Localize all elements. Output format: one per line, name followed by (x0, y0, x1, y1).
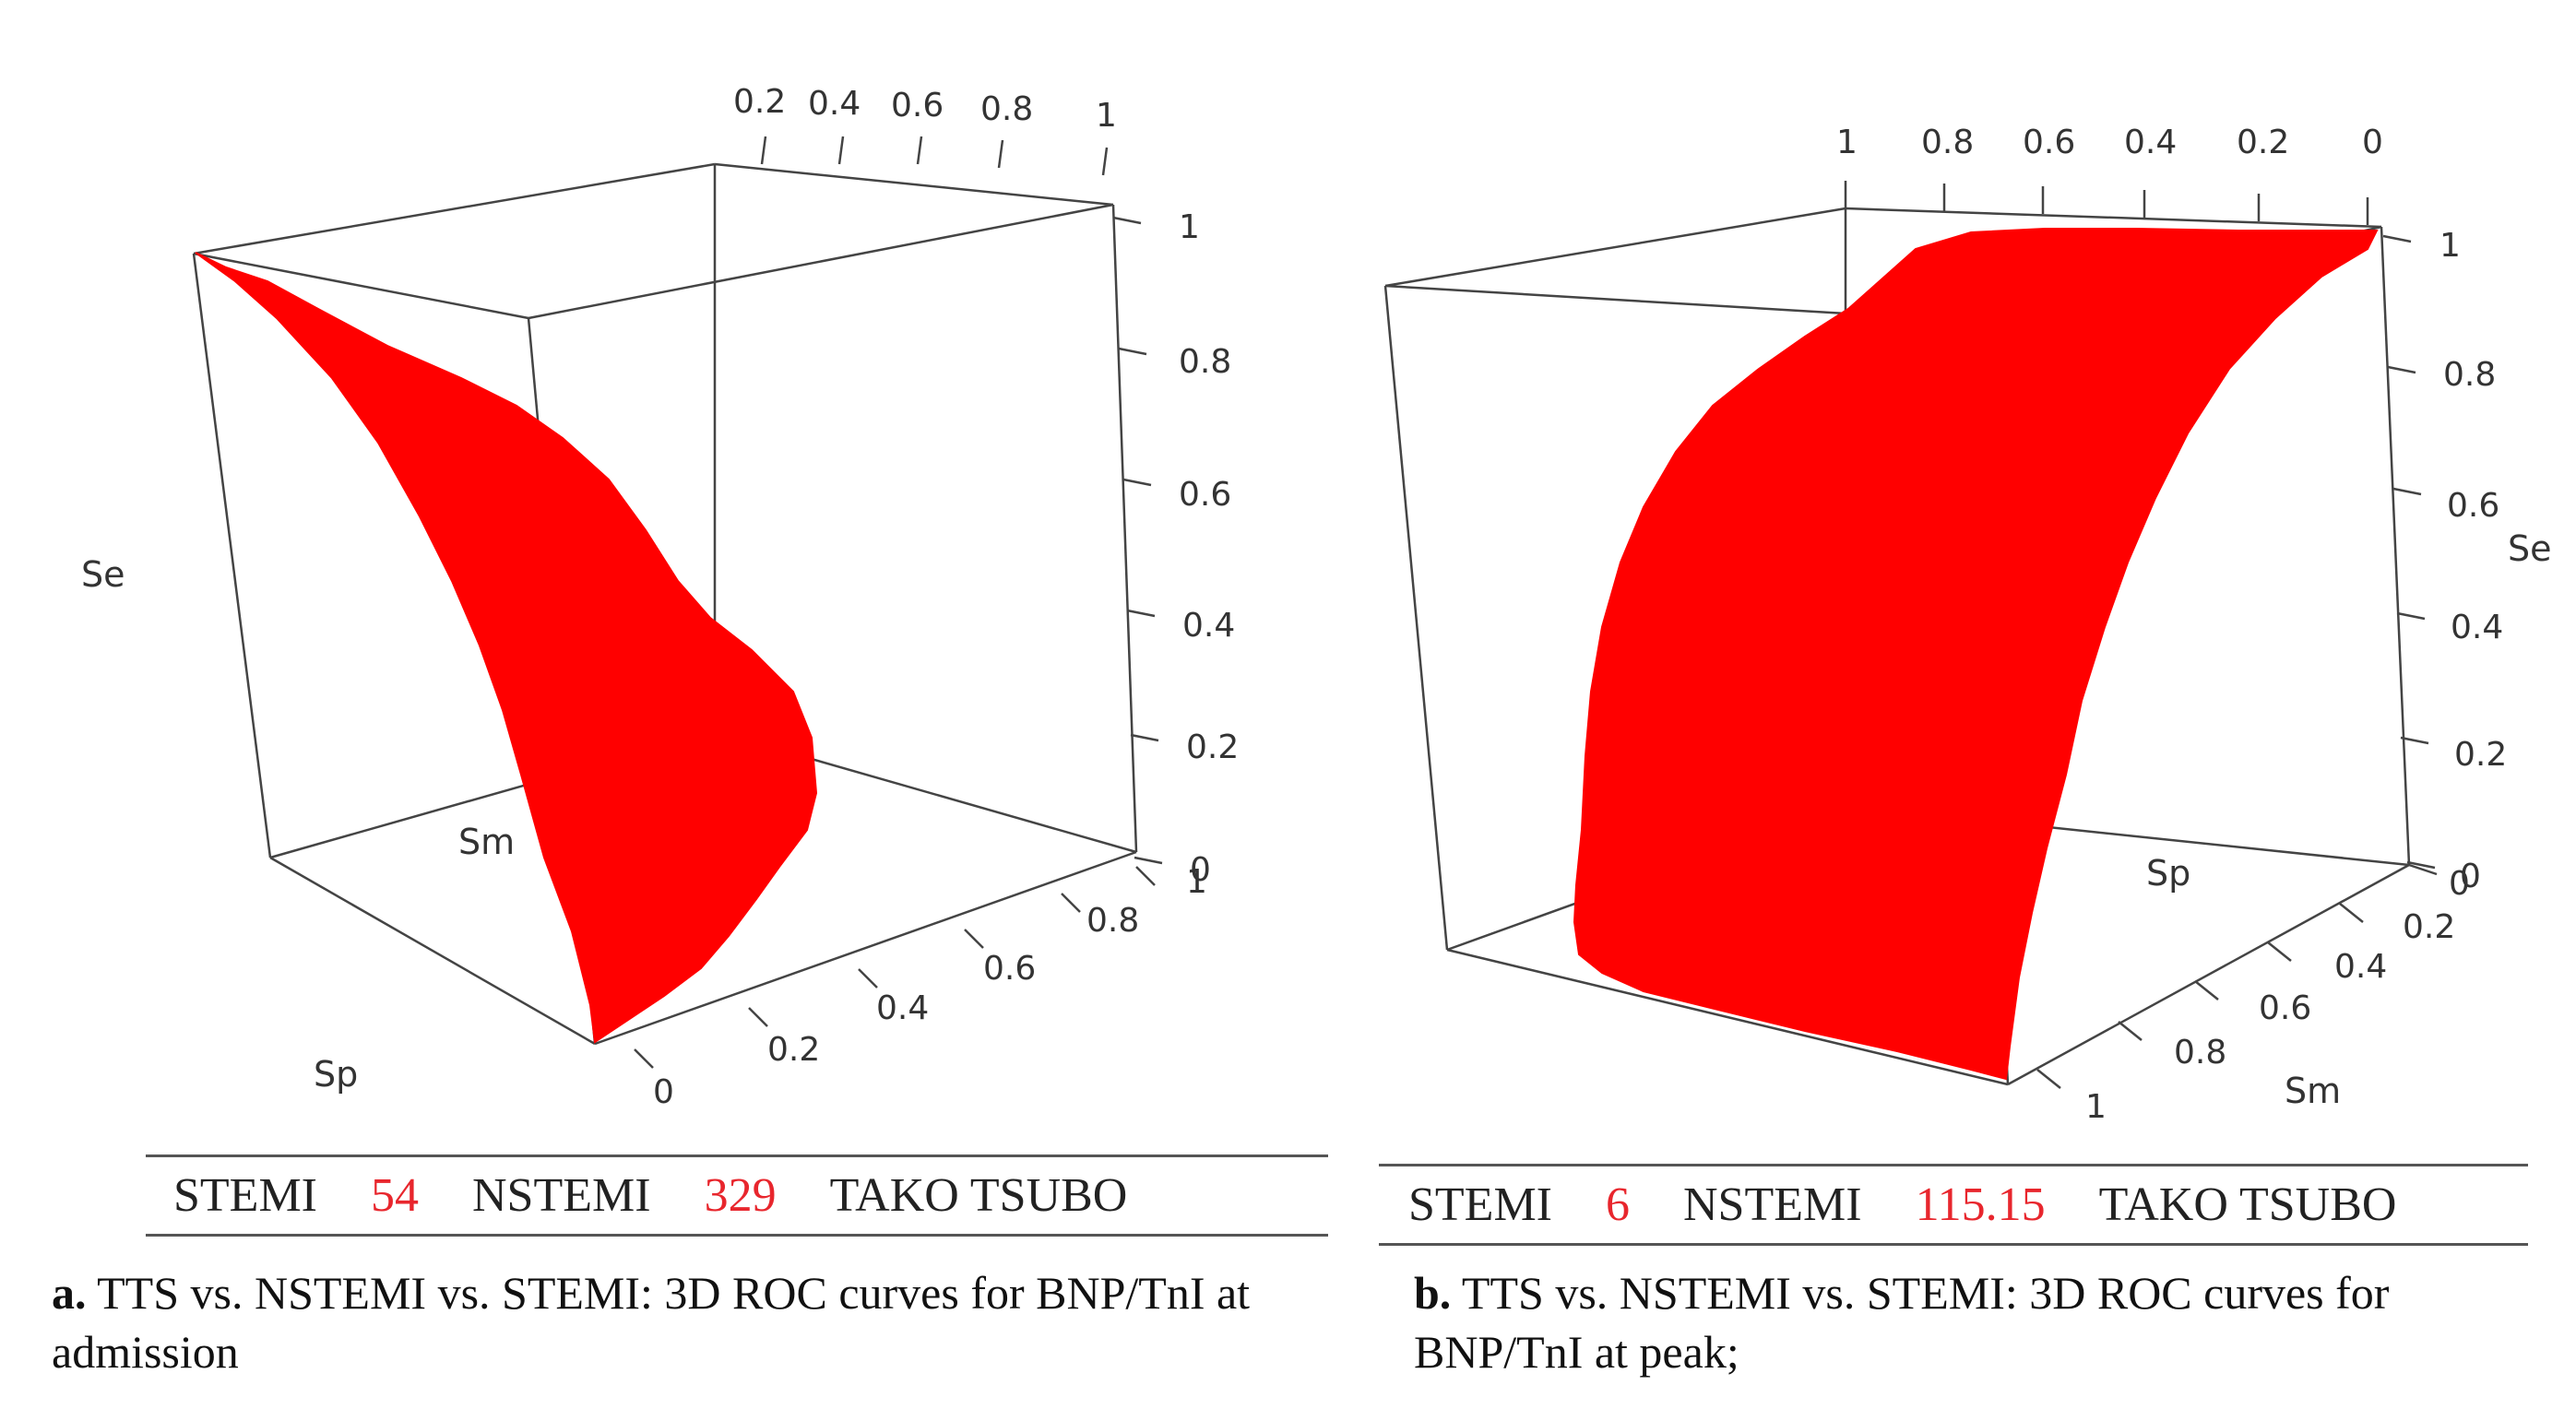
sm-axis-label: Sm (2285, 1071, 2341, 1111)
sp-tick-label: 0.8 (1921, 124, 1974, 161)
threshold-row-a: STEMI 54 NSTEMI 329 TAKO TSUBO (173, 1158, 1127, 1232)
threshold-value: 329 (704, 1168, 777, 1222)
se-tick-label: 0.4 (1182, 607, 1235, 645)
threshold-label: TAKO TSUBO (829, 1168, 1128, 1222)
sm-tick-label: 1 (1096, 97, 1117, 135)
threshold-rule-bottom-b (1379, 1243, 2528, 1246)
threshold-label: STEMI (173, 1168, 317, 1222)
sp-tick-label: 0.8 (1086, 902, 1139, 940)
se-axis-label: Se (81, 554, 125, 595)
sp-axis-label: Sp (2146, 853, 2190, 894)
threshold-row-b: STEMI 6 NSTEMI 115.15 TAKO TSUBO (1408, 1167, 2396, 1241)
sp-ticks-a: 0 0.2 0.4 0.6 0.8 1 (634, 863, 1207, 1111)
roc-surface-a (195, 252, 818, 1044)
se-tick-label: 0.8 (1179, 343, 1231, 381)
sm-tick-label: 0.2 (2403, 908, 2455, 946)
se-ticks-a: 1 0.8 0.6 0.4 0.2 0 (1112, 208, 1239, 889)
sp-tick-label: 0.6 (983, 950, 1036, 988)
sm-tick-label: 0.2 (733, 83, 786, 121)
se-tick-label: 0.6 (1179, 476, 1231, 514)
threshold-label: STEMI (1408, 1178, 1552, 1231)
se-tick-label: 0 (2460, 858, 2481, 895)
sm-tick-label: 0.8 (2174, 1034, 2226, 1072)
threshold-label: NSTEMI (1683, 1178, 1862, 1231)
threshold-rule-bottom-a (146, 1234, 1328, 1237)
se-tick-label: 0.4 (2451, 609, 2503, 646)
panel-label: b. (1414, 1267, 1452, 1319)
threshold-value: 115.15 (1915, 1178, 2046, 1231)
sp-ticks-b: 1 0.8 0.6 0.4 0.2 0 (1836, 124, 2383, 225)
sm-tick-label: 0 (2449, 865, 2470, 903)
panel-label: a. (52, 1267, 87, 1319)
threshold-value: 6 (1606, 1178, 1630, 1231)
se-tick-label: 0 (1190, 851, 1211, 889)
roc-3d-plot-b: 1 0.8 0.6 0.4 0.2 0 1 0.8 0.6 0.4 0.2 0 (1383, 124, 2552, 1126)
roc-3d-plot-a: 1 0.8 0.6 0.4 0.2 0 0.2 0.4 0.6 0.8 1 (81, 83, 1239, 1111)
chart-panel-b: 1 0.8 0.6 0.4 0.2 0 1 0.8 0.6 0.4 0.2 0 (1288, 0, 2576, 1409)
sm-axis-label: Sm (458, 822, 515, 862)
threshold-value: 54 (371, 1168, 419, 1222)
sm-tick-label: 0.6 (2259, 989, 2311, 1027)
threshold-label: NSTEMI (472, 1168, 651, 1222)
se-tick-label: 0.2 (2454, 736, 2507, 774)
sm-tick-label: 0.6 (891, 87, 944, 124)
sp-tick-label: 0 (653, 1073, 674, 1111)
se-tick-label: 1 (2439, 227, 2461, 265)
caption-text: TTS vs. NSTEMI vs. STEMI: 3D ROC curves … (52, 1267, 1251, 1378)
se-axis-label: Se (2508, 528, 2552, 569)
sp-tick-label: 0.2 (767, 1031, 820, 1069)
sp-tick-label: 0.6 (2023, 124, 2075, 161)
roc-surface-b (1573, 228, 2379, 1081)
chart-panel-a: 1 0.8 0.6 0.4 0.2 0 0.2 0.4 0.6 0.8 1 (52, 83, 1328, 1381)
sp-tick-label: 1 (1836, 124, 1858, 161)
threshold-label: TAKO TSUBO (2098, 1178, 2397, 1231)
sp-tick-label: 0.4 (876, 989, 929, 1027)
sm-tick-label: 0.8 (980, 90, 1033, 128)
sp-tick-label: 1 (1186, 863, 1207, 901)
sm-ticks-b: 0 0.2 0.4 0.6 0.8 1 (2036, 863, 2470, 1126)
sm-tick-label: 0.4 (808, 85, 861, 123)
sm-ticks-a: 0.2 0.4 0.6 0.8 1 (733, 83, 1117, 176)
se-tick-label: 0.8 (2443, 356, 2496, 394)
sp-tick-label: 0.2 (2237, 124, 2289, 161)
se-ticks-b: 1 0.8 0.6 0.4 0.2 0 (2382, 227, 2507, 895)
threshold-rule-top-b (1379, 1164, 2528, 1166)
se-tick-label: 0.2 (1186, 728, 1239, 766)
caption-b: b. TTS vs. NSTEMI vs. STEMI: 3D ROC curv… (1414, 1263, 2558, 1381)
sp-axis-label: Sp (314, 1054, 358, 1095)
threshold-rule-top-a (146, 1154, 1328, 1157)
sm-tick-label: 0.4 (2334, 948, 2387, 986)
sp-tick-label: 0 (2362, 124, 2383, 161)
sp-tick-label: 0.4 (2124, 124, 2177, 161)
se-tick-label: 1 (1179, 208, 1200, 246)
se-tick-label: 0.6 (2447, 487, 2499, 525)
caption-a: a. TTS vs. NSTEMI vs. STEMI: 3D ROC curv… (52, 1263, 1288, 1381)
caption-text: TTS vs. NSTEMI vs. STEMI: 3D ROC curves … (1414, 1267, 2390, 1378)
sm-tick-label: 1 (2085, 1088, 2107, 1126)
